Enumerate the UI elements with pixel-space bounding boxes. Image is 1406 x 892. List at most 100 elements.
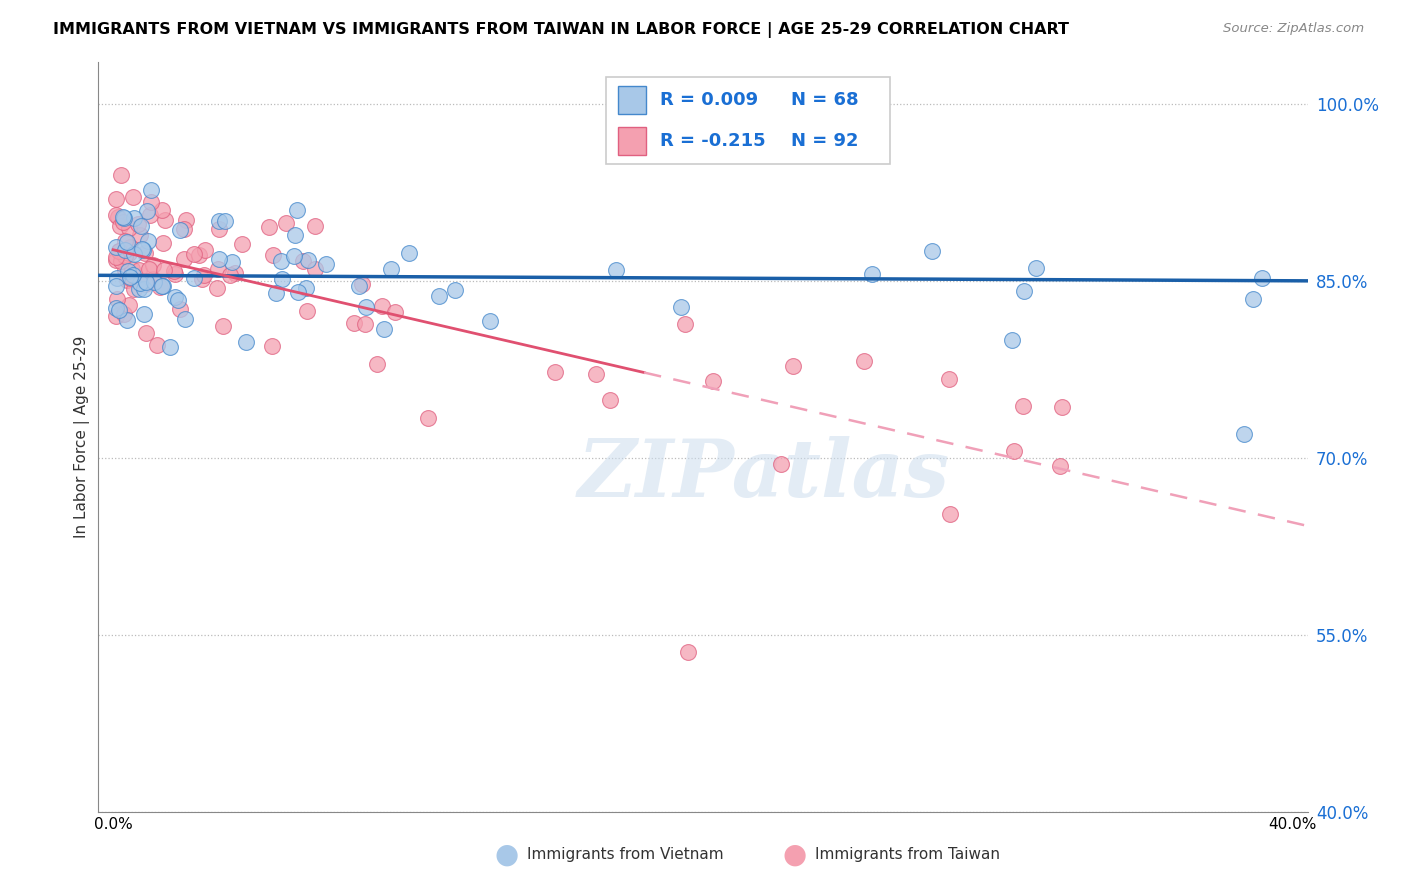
Point bbox=[183, 270, 205, 285]
Point bbox=[294, 281, 316, 295]
Point bbox=[105, 240, 128, 254]
Point bbox=[418, 410, 440, 425]
Point bbox=[782, 359, 804, 373]
Point bbox=[585, 368, 607, 382]
Point bbox=[205, 280, 228, 294]
Point bbox=[174, 213, 197, 227]
Point bbox=[352, 277, 374, 292]
Point bbox=[118, 239, 141, 253]
Point bbox=[129, 228, 152, 243]
Point bbox=[112, 210, 135, 224]
Point bbox=[114, 249, 136, 263]
Point bbox=[544, 365, 567, 379]
Point bbox=[142, 275, 165, 289]
Point bbox=[138, 234, 160, 248]
Point bbox=[1012, 284, 1035, 298]
Point bbox=[114, 262, 136, 277]
Point bbox=[1025, 260, 1047, 275]
Point bbox=[122, 268, 145, 283]
Point bbox=[257, 219, 280, 234]
Point bbox=[124, 211, 146, 226]
Point bbox=[131, 242, 153, 256]
Point bbox=[162, 264, 184, 278]
Point bbox=[193, 268, 215, 282]
Point bbox=[108, 302, 131, 317]
Point bbox=[108, 244, 131, 258]
Point bbox=[139, 182, 162, 196]
Point bbox=[373, 322, 395, 336]
Point bbox=[110, 168, 132, 182]
Point bbox=[1001, 333, 1024, 347]
Point bbox=[304, 262, 326, 277]
Point bbox=[118, 298, 141, 312]
Point bbox=[1049, 458, 1071, 473]
Y-axis label: In Labor Force | Age 25-29: In Labor Force | Age 25-29 bbox=[75, 336, 90, 538]
Point bbox=[270, 253, 292, 268]
Text: ●: ● bbox=[782, 840, 807, 869]
Point bbox=[105, 310, 128, 324]
Point bbox=[155, 212, 177, 227]
Point bbox=[264, 285, 287, 300]
Point bbox=[852, 354, 875, 368]
Point bbox=[165, 267, 187, 281]
Point bbox=[478, 314, 501, 328]
Point bbox=[135, 274, 157, 288]
Point bbox=[146, 338, 169, 352]
Point bbox=[860, 267, 883, 281]
Point bbox=[169, 223, 191, 237]
Point bbox=[105, 301, 128, 316]
Point bbox=[444, 283, 467, 297]
Point bbox=[139, 208, 162, 222]
Point bbox=[105, 252, 128, 267]
Point bbox=[159, 340, 181, 354]
Point bbox=[295, 304, 318, 318]
Point bbox=[671, 300, 693, 314]
Point bbox=[214, 214, 236, 228]
Point bbox=[219, 268, 242, 282]
Point bbox=[174, 312, 197, 326]
Point bbox=[142, 272, 165, 286]
Point bbox=[150, 202, 173, 217]
Point bbox=[212, 318, 235, 333]
Point bbox=[371, 299, 394, 313]
Text: Immigrants from Vietnam: Immigrants from Vietnam bbox=[527, 847, 724, 862]
Point bbox=[173, 222, 195, 236]
Point bbox=[117, 235, 139, 249]
Point bbox=[134, 277, 156, 291]
Point bbox=[135, 326, 157, 341]
Point bbox=[112, 211, 135, 225]
Point bbox=[118, 246, 141, 260]
Point bbox=[1233, 427, 1256, 442]
Point bbox=[191, 272, 214, 286]
Point bbox=[114, 234, 136, 248]
Point bbox=[128, 282, 150, 296]
Point bbox=[1241, 293, 1264, 307]
Point bbox=[150, 279, 173, 293]
Point bbox=[149, 280, 172, 294]
Point bbox=[262, 248, 284, 262]
Point bbox=[132, 282, 155, 296]
Point bbox=[163, 290, 186, 304]
Point bbox=[208, 221, 231, 235]
Point bbox=[114, 243, 136, 257]
Point bbox=[221, 255, 243, 269]
Point bbox=[120, 271, 142, 285]
Point bbox=[105, 209, 128, 223]
Point bbox=[117, 264, 139, 278]
Point bbox=[315, 256, 337, 270]
Point bbox=[187, 248, 209, 262]
Point bbox=[673, 317, 696, 331]
Point bbox=[139, 194, 162, 209]
Point bbox=[224, 266, 246, 280]
Point bbox=[207, 262, 229, 277]
Point bbox=[353, 317, 375, 331]
Point bbox=[384, 304, 406, 318]
Point bbox=[398, 246, 420, 260]
Point bbox=[287, 285, 309, 300]
Point bbox=[271, 271, 294, 285]
Point bbox=[105, 292, 128, 306]
Point bbox=[291, 253, 314, 268]
Point bbox=[283, 227, 305, 242]
Point bbox=[107, 210, 129, 224]
Point bbox=[136, 203, 159, 218]
